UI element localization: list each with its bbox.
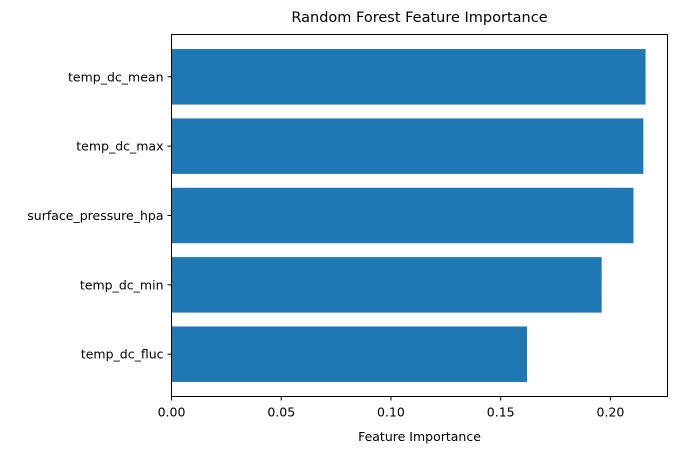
x-ticks: 0.00 0.05 0.10 0.15 0.20 (158, 396, 625, 420)
x-tick-label: 0.15 (487, 405, 515, 420)
x-axis-label: Feature Importance (358, 429, 481, 444)
bars-layer (171, 49, 646, 382)
chart-title: Random Forest Feature Importance (291, 10, 547, 26)
x-tick-label: 0.00 (158, 405, 186, 420)
bar-temp-dc-max (171, 118, 644, 174)
bar-temp-dc-fluc (171, 326, 528, 382)
x-tick-label: 0.20 (597, 405, 625, 420)
plot-frame (171, 34, 668, 397)
x-tick-label: 0.10 (377, 405, 405, 420)
bar-temp-dc-mean (171, 49, 646, 105)
x-tick-label: 0.05 (267, 405, 295, 420)
y-tick-label: temp_dc_mean (68, 69, 163, 84)
y-tick-label: temp_dc_fluc (81, 347, 164, 362)
bar-temp-dc-min (171, 257, 602, 313)
y-tick-label: temp_dc_min (80, 277, 164, 292)
y-tick-label: surface_pressure_hpa (27, 208, 163, 223)
bar-surface-pressure-hpa (171, 187, 634, 244)
y-tick-labels: temp_dc_mean temp_dc_max surface_pressure_… (27, 69, 172, 362)
y-tick-label: temp_dc_max (76, 139, 163, 154)
